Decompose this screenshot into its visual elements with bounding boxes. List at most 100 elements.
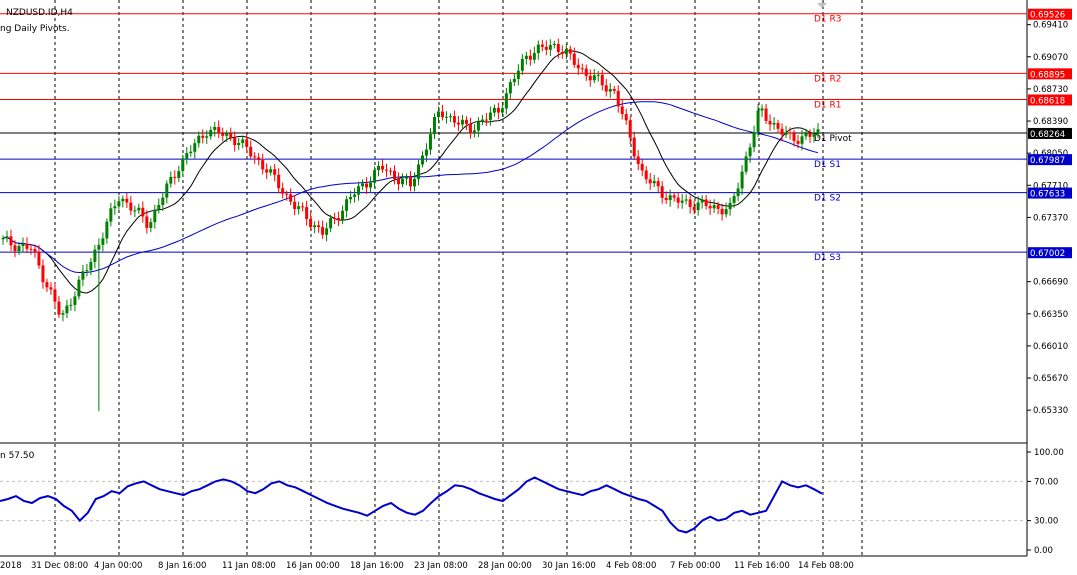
candle-body — [708, 206, 712, 209]
candle-body — [568, 49, 572, 54]
candle-body — [768, 120, 772, 125]
pivot-price-tag — [1028, 187, 1072, 199]
candle-body — [688, 199, 692, 207]
time-tick-label: 7 Feb 00:00 — [670, 561, 720, 571]
pivot-price-tag-label: 0.67002 — [1030, 249, 1065, 259]
candle-body — [281, 188, 285, 194]
candle-body — [9, 236, 13, 246]
candle-body — [804, 133, 808, 137]
candle-body — [113, 206, 117, 209]
candle-body — [536, 44, 540, 54]
candle-body — [93, 249, 97, 262]
candle-body — [420, 155, 424, 165]
candle-body — [345, 199, 349, 211]
candle-body — [476, 121, 480, 131]
candle-body — [516, 70, 520, 79]
candle-body — [416, 164, 420, 179]
candle-body — [428, 134, 432, 150]
candle-body — [253, 156, 257, 158]
candle-body — [229, 133, 233, 138]
candle-body — [85, 270, 89, 272]
candle-body — [273, 169, 277, 175]
candle-body — [1, 238, 5, 240]
candle-body — [604, 85, 608, 92]
candle-body — [508, 82, 512, 94]
pivot-price-tag — [1028, 68, 1072, 80]
oscillator-label: n 57.50 — [0, 451, 35, 461]
candle-body — [644, 170, 648, 180]
candle-body — [145, 216, 149, 228]
candle-body — [125, 198, 129, 203]
time-tick-label: 4 Jan 00:00 — [94, 561, 142, 571]
candle-body — [448, 116, 452, 118]
candle-body — [53, 289, 57, 302]
candle-body — [349, 196, 353, 200]
candle-body — [257, 157, 261, 161]
time-tick-label: 16 Jan 00:00 — [286, 561, 340, 571]
candle-body — [177, 171, 181, 178]
candle-body — [548, 45, 552, 50]
price-tick-label: 0.68730 — [1033, 85, 1068, 95]
candle-body — [700, 199, 704, 203]
candle-body — [373, 170, 377, 183]
candle-body — [756, 110, 760, 132]
candle-body — [401, 178, 405, 185]
candle-body — [341, 210, 345, 221]
candle-body — [632, 137, 636, 157]
price-tick-label: 0.65330 — [1033, 406, 1068, 416]
candle-body — [800, 136, 804, 144]
vertical-grid — [54, 0, 863, 556]
candle-body — [616, 90, 620, 107]
candle-body — [393, 170, 397, 180]
candle-body — [369, 182, 373, 188]
candle-body — [181, 158, 185, 172]
candle-body — [377, 165, 381, 171]
candle-body — [25, 243, 29, 249]
candle-body — [720, 208, 724, 215]
candle-body — [409, 177, 412, 187]
candle-body — [221, 133, 225, 136]
candle-body — [504, 93, 508, 109]
candle-body — [412, 178, 416, 187]
pivot-label: D1 S3 — [814, 253, 841, 263]
candle-body — [205, 136, 209, 138]
candle-body — [648, 179, 652, 184]
candle-body — [265, 169, 269, 173]
candle-body — [353, 194, 357, 197]
candle-body — [796, 141, 800, 144]
candle-body — [141, 207, 145, 217]
candle-body — [628, 120, 632, 138]
time-ticks: 2018 31 Dec 08:00 4 Jan 00:00 8 Jan 16:00 11… — [0, 561, 854, 571]
pivot-price-tag-label: 0.69526 — [1030, 11, 1065, 21]
candle-body — [772, 122, 776, 125]
candle-body — [37, 251, 41, 266]
candle-body — [153, 209, 157, 223]
candle-body — [736, 188, 740, 197]
price-tick-label: 0.67370 — [1033, 213, 1068, 223]
oscillator-ticks: 100.00 70.00 30.00 0.00 — [1027, 448, 1064, 556]
chart-shift-marker-icon[interactable] — [817, 3, 827, 8]
candle-body — [732, 196, 736, 203]
indicator-label: ng Daily Pivots. — [0, 24, 70, 34]
candle-body — [424, 149, 428, 156]
candle-body — [636, 156, 640, 165]
pivot-label: D1 S1 — [814, 160, 841, 170]
pivot-price-tag — [1028, 247, 1072, 259]
candle-body — [197, 135, 201, 144]
candle-body — [784, 132, 788, 135]
candle-body — [752, 131, 756, 148]
candle-body — [13, 245, 17, 252]
candle-body — [21, 243, 25, 246]
candle-body — [45, 282, 49, 288]
candle-body — [285, 193, 289, 195]
candle-body — [325, 228, 329, 235]
price-tick-label: 0.69410 — [1033, 21, 1068, 31]
candle-body — [464, 119, 468, 124]
candle-body — [624, 114, 628, 121]
candle-body — [472, 130, 476, 134]
candle-body — [49, 287, 53, 290]
pivot-label: D1 R2 — [814, 74, 842, 84]
candle-body — [5, 236, 9, 239]
pivot-price-tag — [1028, 94, 1072, 106]
